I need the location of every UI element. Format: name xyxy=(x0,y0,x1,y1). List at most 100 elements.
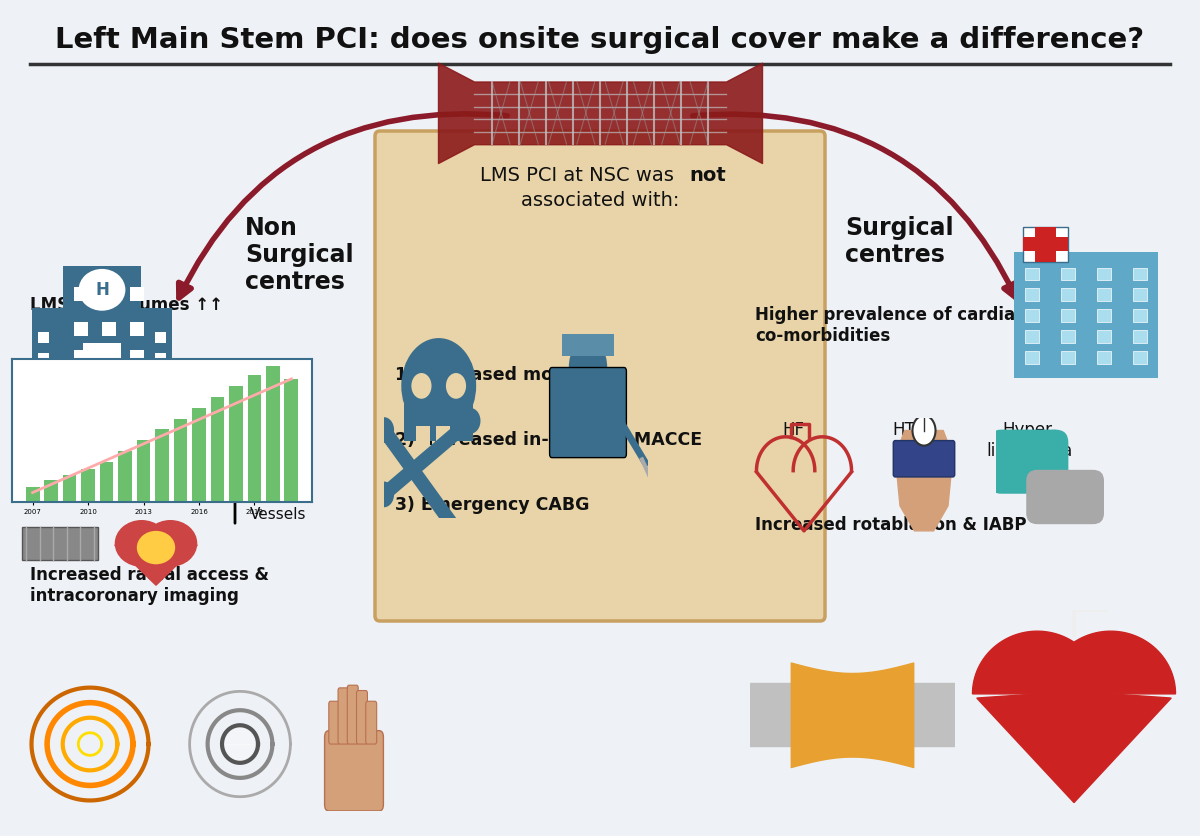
Text: Vessels: Vessels xyxy=(250,507,306,522)
Bar xyxy=(155,353,166,364)
Bar xyxy=(100,462,114,502)
Bar xyxy=(1025,288,1039,301)
FancyBboxPatch shape xyxy=(324,731,384,811)
Bar xyxy=(38,353,49,364)
Bar xyxy=(1097,268,1111,280)
Circle shape xyxy=(79,269,126,311)
Text: Non
Surgical
centres: Non Surgical centres xyxy=(245,216,354,293)
Polygon shape xyxy=(115,545,197,585)
Text: 1) Increased mortality: 1) Increased mortality xyxy=(395,366,613,384)
Polygon shape xyxy=(972,631,1102,694)
Bar xyxy=(1097,288,1111,301)
Bar xyxy=(1097,309,1111,322)
FancyBboxPatch shape xyxy=(989,430,1068,494)
Bar xyxy=(1061,268,1075,280)
Circle shape xyxy=(912,415,936,446)
FancyBboxPatch shape xyxy=(366,701,377,744)
Bar xyxy=(284,379,299,502)
Bar xyxy=(1133,288,1147,301)
Bar xyxy=(44,480,58,502)
Bar xyxy=(1061,309,1075,322)
FancyBboxPatch shape xyxy=(893,441,955,477)
Bar xyxy=(64,266,142,378)
Text: LMS PCI at NSC was: LMS PCI at NSC was xyxy=(480,166,680,185)
Bar xyxy=(436,426,450,448)
Circle shape xyxy=(461,408,480,434)
FancyBboxPatch shape xyxy=(356,691,367,744)
Text: Left Main Stem PCI: does onsite surgical cover make a difference?: Left Main Stem PCI: does onsite surgical… xyxy=(55,26,1145,54)
Circle shape xyxy=(374,417,394,443)
Circle shape xyxy=(401,338,476,434)
Bar xyxy=(1025,330,1039,343)
Bar xyxy=(1133,268,1147,280)
Bar xyxy=(130,287,144,301)
Bar xyxy=(83,343,121,378)
Bar xyxy=(1025,268,1039,280)
Text: H: H xyxy=(95,281,109,298)
Text: HTN: HTN xyxy=(893,421,928,439)
Text: Higher prevalence of cardiac
co-morbidities: Higher prevalence of cardiac co-morbidit… xyxy=(755,306,1025,344)
Bar xyxy=(32,308,64,378)
Bar xyxy=(1025,309,1039,322)
Polygon shape xyxy=(977,694,1171,803)
Bar xyxy=(1061,330,1075,343)
Bar xyxy=(404,405,473,441)
Text: Increased lesion complexity: Increased lesion complexity xyxy=(30,431,292,449)
Bar xyxy=(118,451,132,502)
Bar xyxy=(1097,330,1111,343)
Bar xyxy=(155,332,166,343)
Text: not: not xyxy=(689,166,726,185)
Circle shape xyxy=(461,537,480,563)
FancyBboxPatch shape xyxy=(338,688,349,744)
Circle shape xyxy=(137,531,175,564)
Circle shape xyxy=(144,520,197,567)
Bar xyxy=(192,408,206,502)
Polygon shape xyxy=(895,431,953,531)
Bar xyxy=(1133,309,1147,322)
Bar xyxy=(102,349,116,364)
Bar xyxy=(25,487,40,502)
Bar xyxy=(562,334,614,356)
Bar xyxy=(82,469,95,502)
Bar xyxy=(102,322,116,336)
Bar xyxy=(155,430,169,502)
Bar xyxy=(1034,227,1056,262)
Bar xyxy=(74,322,88,336)
Text: Surgical
centres: Surgical centres xyxy=(845,216,954,267)
Bar xyxy=(1061,288,1075,301)
Text: 3) Emergency CABG: 3) Emergency CABG xyxy=(395,496,589,514)
Bar xyxy=(415,426,430,448)
Text: associated with:: associated with: xyxy=(521,191,679,210)
Circle shape xyxy=(446,373,466,399)
Bar xyxy=(210,397,224,502)
Bar xyxy=(1133,330,1147,343)
FancyBboxPatch shape xyxy=(329,701,340,744)
Polygon shape xyxy=(1046,631,1176,694)
Text: Hyper-
lipidaemia: Hyper- lipidaemia xyxy=(986,421,1073,460)
Bar xyxy=(137,441,150,502)
FancyBboxPatch shape xyxy=(1026,470,1104,524)
Circle shape xyxy=(374,482,394,507)
Bar xyxy=(38,332,49,343)
FancyBboxPatch shape xyxy=(347,686,358,744)
Bar xyxy=(174,419,187,502)
Bar xyxy=(266,366,280,502)
Text: HF: HF xyxy=(782,421,804,439)
Bar xyxy=(247,375,262,502)
Bar xyxy=(1022,237,1068,251)
Text: Lesions: Lesions xyxy=(250,479,307,494)
Text: LMS PCI volumes ↑↑: LMS PCI volumes ↑↑ xyxy=(30,296,223,314)
FancyBboxPatch shape xyxy=(374,131,826,621)
Bar xyxy=(62,475,77,502)
Bar xyxy=(1014,252,1158,378)
Circle shape xyxy=(412,373,432,399)
Bar xyxy=(142,308,173,378)
FancyBboxPatch shape xyxy=(550,368,626,457)
Bar xyxy=(74,349,88,364)
Bar xyxy=(74,287,88,301)
Bar xyxy=(1022,227,1068,262)
Bar xyxy=(1061,351,1075,364)
Text: 2) Increased in-hospital MACCE: 2) Increased in-hospital MACCE xyxy=(395,431,702,449)
Text: Increased radial access &
intracoronary imaging: Increased radial access & intracoronary … xyxy=(30,566,269,604)
Circle shape xyxy=(115,520,168,567)
